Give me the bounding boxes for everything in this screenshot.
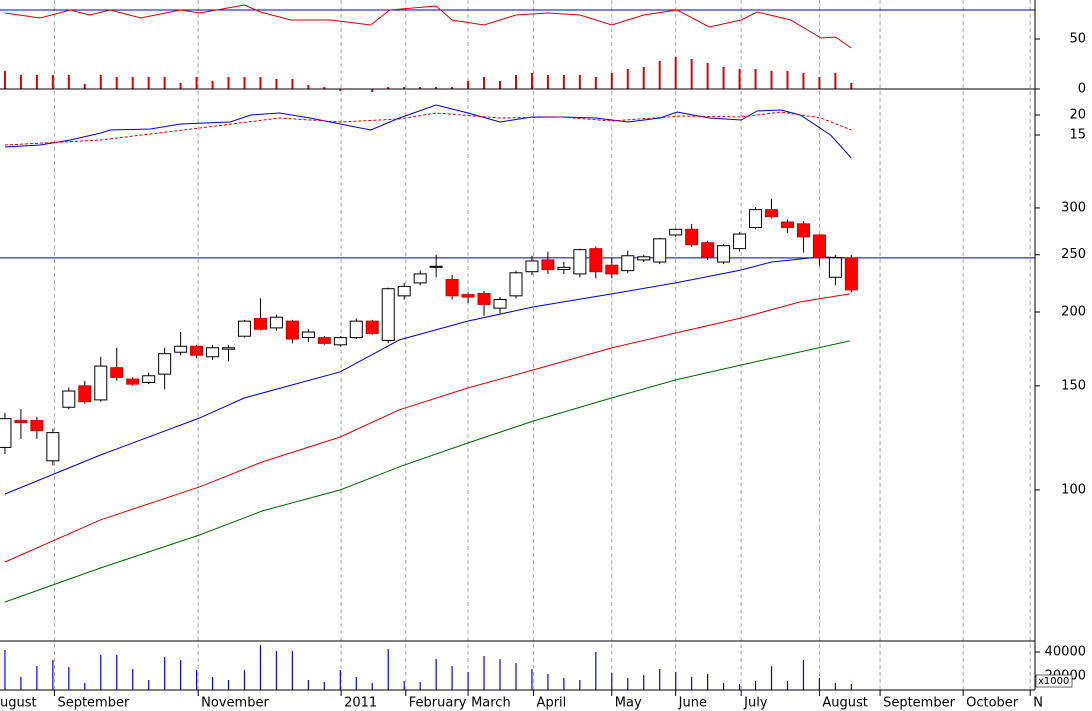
candle-body (237, 320, 251, 337)
x-tick-label: September (883, 696, 956, 711)
y-tick-label: 0 (1078, 82, 1086, 97)
candle-body (269, 316, 283, 329)
candle-body (589, 248, 603, 273)
candle-body (190, 345, 204, 356)
candle-body (381, 288, 395, 341)
candle-body (222, 347, 236, 350)
candle-body (764, 209, 778, 218)
candle-body (285, 320, 299, 340)
candle-body (621, 255, 635, 272)
y-tick-label: 20 (1069, 108, 1086, 123)
candle-body (14, 420, 28, 424)
y-tick-label: 100 (1061, 482, 1086, 497)
candle-body (573, 249, 587, 275)
candle-body (46, 432, 60, 462)
indicator-line (4, 293, 850, 563)
y-tick-label: 150 (1061, 378, 1086, 393)
x-tick-label: September (57, 696, 130, 711)
x-tick-label: November (201, 696, 269, 711)
x-tick-label: 2011 (344, 696, 377, 711)
candle-body (796, 223, 810, 238)
candle-body (685, 228, 699, 246)
candle-body (174, 345, 188, 353)
unit-box (1035, 674, 1073, 688)
candle-body (158, 353, 172, 375)
y-tick-label: 40000 (1045, 645, 1086, 660)
x-tick-label: May (615, 696, 642, 711)
y-tick-label: 250 (1061, 247, 1086, 262)
candle-body (653, 238, 667, 263)
candle-body (461, 294, 475, 298)
y-tick-label: 15 (1069, 128, 1086, 143)
x-tick-label: February (409, 696, 467, 711)
candle-body (828, 257, 842, 278)
candle-body (206, 347, 220, 358)
x-tick-label: March (471, 696, 511, 711)
candle-body (541, 259, 555, 271)
candle-body (126, 378, 140, 385)
x-tick-label: April (537, 696, 567, 711)
indicator-line (4, 340, 850, 603)
candle-body (397, 285, 411, 297)
candle-body (142, 375, 156, 383)
candle-body (525, 260, 539, 273)
candle-body (844, 257, 858, 291)
candle-body (812, 234, 826, 259)
candle-body (717, 245, 731, 263)
y-tick-label: 200 (1061, 305, 1086, 320)
candle-body (605, 264, 619, 275)
candle-body (780, 221, 794, 228)
candle-body (509, 272, 523, 297)
candle-body (110, 367, 124, 378)
unit-label: x1000 (1038, 676, 1069, 687)
candle-body (253, 318, 267, 330)
candle-body (445, 279, 459, 297)
x-tick-label: N (1033, 696, 1043, 711)
indicator-line (4, 256, 846, 495)
candle-body (30, 420, 44, 432)
candle-body (62, 390, 76, 408)
candle-body (317, 337, 331, 344)
candle-body (78, 385, 92, 403)
candle-body (94, 365, 108, 401)
candle-body (733, 233, 747, 250)
indicator-line (4, 111, 852, 146)
candle-body (349, 320, 363, 339)
candle-body (669, 228, 683, 236)
candle-body (557, 266, 571, 271)
candle-body (749, 209, 763, 228)
candle-body (429, 265, 443, 268)
x-tick-label: ugust (0, 696, 37, 711)
x-tick-label: June (678, 696, 707, 711)
candle-body (0, 418, 12, 448)
x-tick-label: October (966, 696, 1019, 711)
candle-body (637, 256, 651, 261)
x-tick-label: August (822, 696, 868, 711)
candle-body (701, 242, 715, 258)
x-tick-label: July (743, 696, 768, 711)
candle-body (413, 273, 427, 284)
candle-body (333, 337, 347, 346)
candle-body (493, 298, 507, 309)
candle-body (365, 320, 379, 334)
candle-body (301, 331, 315, 339)
indicator-line (4, 104, 852, 159)
candle-body (477, 292, 491, 305)
y-tick-label: 50 (1069, 32, 1086, 47)
indicator-line (4, 4, 852, 49)
y-tick-label: 300 (1061, 200, 1086, 215)
